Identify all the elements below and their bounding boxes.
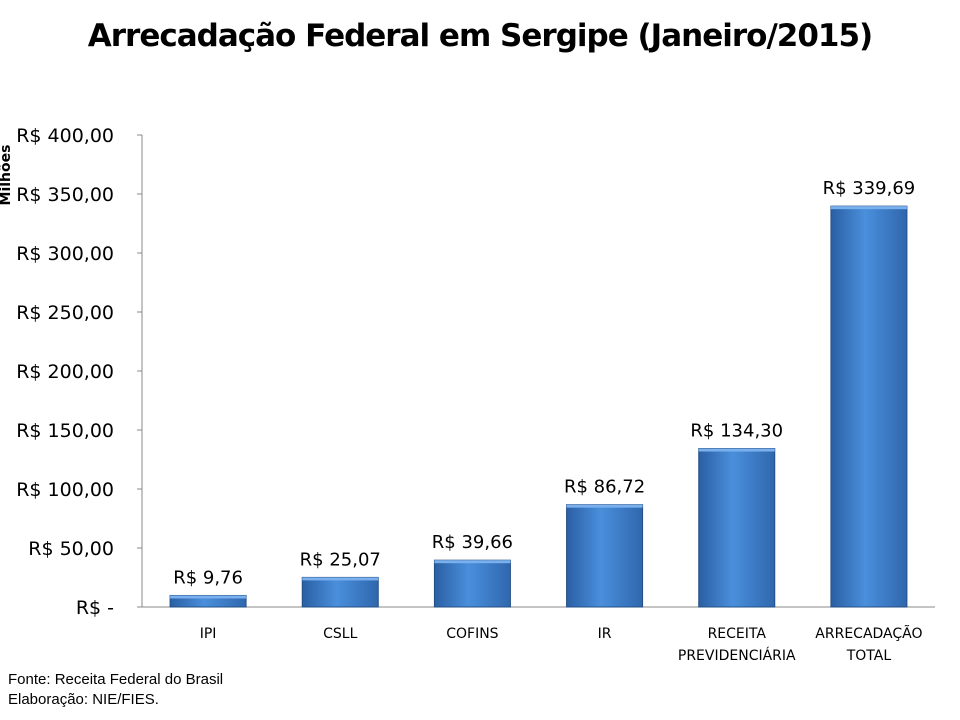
source-note: Fonte: Receita Federal do Brasil [8, 671, 224, 688]
y-tick-label: R$ 50,00 [28, 538, 114, 560]
bar [830, 205, 908, 608]
bar [301, 576, 379, 608]
y-axis-label: Milhões [0, 145, 14, 206]
x-tick-label: RECEITA [708, 626, 767, 642]
x-tick-label: IPI [200, 626, 217, 642]
bar [698, 448, 776, 608]
bar-top-highlight [698, 448, 775, 452]
bar-top-highlight [830, 206, 907, 210]
x-tick-label: TOTAL [846, 648, 892, 664]
y-tick-label: R$ - [76, 597, 114, 619]
data-label: R$ 86,72 [564, 477, 645, 498]
bar-top-highlight [170, 595, 247, 599]
bar-top-highlight [302, 577, 379, 581]
data-label: R$ 39,66 [432, 532, 513, 553]
bar-top-highlight [566, 504, 643, 508]
y-tick-label: R$ 150,00 [16, 420, 114, 442]
data-label: R$ 134,30 [690, 421, 783, 442]
data-label: R$ 25,07 [300, 549, 381, 570]
bar [566, 504, 644, 608]
bar [433, 559, 511, 608]
x-tick-label: COFINS [446, 626, 498, 642]
y-tick-label: R$ 100,00 [16, 479, 114, 501]
x-tick-label: PREVIDENCIÁRIA [678, 647, 796, 664]
bar-top-highlight [434, 560, 511, 564]
data-label: R$ 9,76 [173, 567, 243, 588]
y-tick-label: R$ 200,00 [16, 361, 114, 383]
x-tick-label: CSLL [323, 626, 357, 642]
y-tick-label: R$ 300,00 [16, 243, 114, 265]
y-tick-label: R$ 400,00 [16, 125, 114, 147]
x-tick-label: IR [598, 626, 612, 642]
data-label: R$ 339,69 [823, 178, 916, 199]
chart-title: Arrecadação Federal em Sergipe (Janeiro/… [87, 18, 873, 54]
credit-note: Elaboração: NIE/FIES. [8, 691, 159, 708]
y-tick-label: R$ 350,00 [16, 184, 114, 206]
x-tick-label: ARRECADAÇÃO [815, 625, 922, 642]
y-tick-label: R$ 250,00 [16, 302, 114, 324]
